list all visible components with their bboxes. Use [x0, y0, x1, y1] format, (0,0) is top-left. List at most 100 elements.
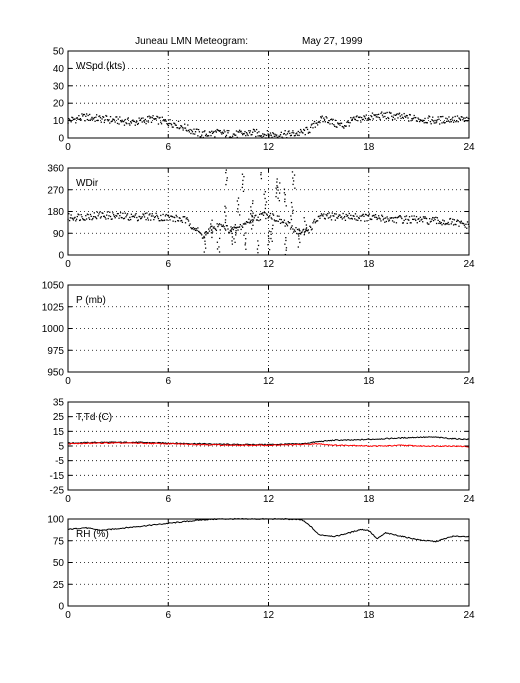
data-point	[249, 130, 252, 132]
data-point	[313, 122, 315, 125]
data-point	[268, 216, 270, 218]
data-point	[372, 118, 374, 120]
data-point	[429, 121, 432, 123]
data-point	[174, 124, 177, 126]
data-point	[162, 213, 164, 216]
data-point	[241, 186, 243, 189]
data-point	[178, 127, 180, 130]
data-point	[459, 119, 462, 121]
data-point	[168, 216, 170, 219]
data-point	[390, 217, 392, 219]
data-point	[85, 113, 88, 115]
data-point	[308, 232, 310, 234]
data-point	[262, 214, 265, 216]
data-point	[299, 241, 301, 244]
data-point	[239, 223, 241, 226]
data-point	[461, 222, 463, 224]
x-tick-label: 6	[165, 142, 171, 153]
data-point	[267, 235, 270, 237]
data-point	[328, 119, 330, 122]
data-point	[187, 218, 189, 221]
data-point	[117, 118, 119, 120]
data-point	[139, 119, 141, 122]
x-tick-label: 24	[463, 376, 475, 387]
data-point	[238, 226, 241, 228]
data-point	[450, 223, 452, 225]
data-point	[238, 129, 241, 131]
data-point	[184, 216, 186, 218]
data-point	[417, 117, 419, 119]
y-tick-label: 975	[47, 346, 64, 357]
data-point	[237, 131, 239, 133]
data-point	[166, 219, 168, 221]
data-point	[376, 218, 378, 221]
x-tick-label: 18	[363, 610, 375, 621]
data-point	[399, 115, 401, 117]
data-point	[293, 231, 295, 233]
data-point	[168, 122, 170, 125]
data-point	[433, 122, 435, 124]
data-point	[108, 215, 110, 217]
data-point	[150, 219, 152, 221]
data-point	[214, 227, 216, 230]
data-point	[85, 218, 88, 220]
data-point	[381, 111, 383, 113]
data-point	[272, 224, 274, 226]
data-point	[317, 215, 320, 218]
data-point	[125, 216, 127, 218]
data-point	[269, 132, 272, 134]
data-point	[408, 113, 411, 116]
data-point	[350, 119, 353, 121]
data-point	[147, 219, 150, 221]
data-point	[448, 223, 450, 226]
data-point	[205, 133, 208, 135]
data-point	[257, 244, 260, 247]
data-point	[455, 121, 457, 123]
y-tick-label: 40	[53, 64, 65, 75]
data-point	[226, 177, 228, 179]
data-point	[456, 219, 459, 221]
data-point	[143, 216, 146, 218]
data-point	[225, 172, 227, 174]
data-point	[82, 219, 85, 221]
data-point	[241, 173, 244, 175]
y-tick-label: 25	[53, 412, 65, 423]
data-point	[127, 117, 129, 119]
data-point	[228, 231, 230, 234]
data-point	[218, 130, 221, 132]
data-point	[303, 231, 306, 233]
data-point	[225, 136, 227, 138]
data-point	[418, 220, 421, 222]
data-point	[376, 113, 378, 116]
data-point	[96, 211, 99, 213]
data-point	[422, 119, 425, 122]
y-tick-label: 180	[47, 207, 64, 218]
data-point	[230, 226, 232, 228]
data-point	[110, 218, 112, 220]
data-point	[366, 220, 368, 222]
data-point	[78, 115, 80, 117]
data-point	[93, 212, 95, 214]
data-point	[401, 116, 404, 119]
x-tick-label: 12	[263, 376, 275, 387]
data-point	[309, 225, 311, 227]
data-point	[279, 182, 281, 184]
data-point	[139, 216, 141, 218]
data-point	[231, 227, 234, 229]
data-point	[285, 134, 287, 136]
data-point	[334, 119, 337, 122]
data-point	[361, 215, 363, 217]
data-point	[75, 117, 78, 119]
data-point	[250, 222, 252, 224]
data-point	[295, 226, 297, 229]
data-point	[167, 125, 170, 127]
data-point	[138, 117, 140, 119]
data-point	[293, 135, 296, 137]
data-point	[457, 220, 459, 222]
data-point	[256, 248, 259, 250]
data-point	[251, 133, 253, 136]
data-point	[237, 229, 239, 231]
data-point	[322, 215, 324, 217]
data-point	[357, 116, 360, 118]
data-point	[264, 207, 267, 210]
